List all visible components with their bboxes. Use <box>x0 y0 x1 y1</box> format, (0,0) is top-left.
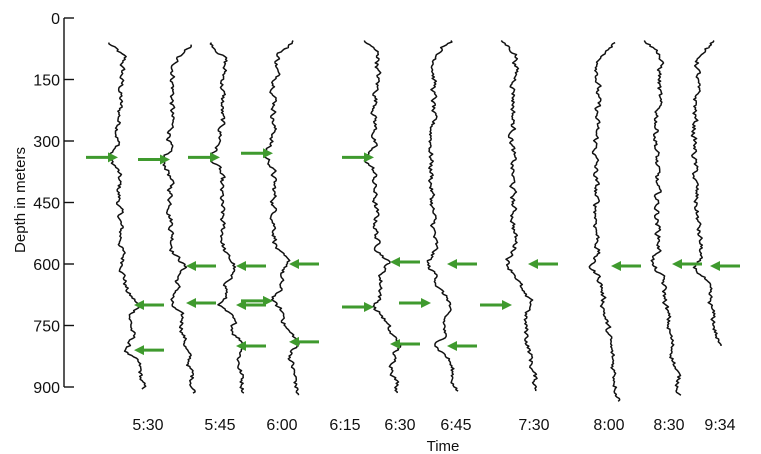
time-tick-label: 6:15 <box>329 417 360 434</box>
marker-arrow <box>447 341 477 351</box>
marker-arrow <box>86 152 118 163</box>
profile-traces <box>107 40 722 402</box>
marker-arrow <box>186 261 216 272</box>
profile-trace-600 <box>209 42 246 394</box>
time-tick-label: 6:45 <box>440 417 471 434</box>
time-tick-label: 6:00 <box>266 417 297 434</box>
y-tick-label: 300 <box>33 134 60 151</box>
marker-arrow <box>342 302 374 313</box>
marker-arrow <box>241 295 273 306</box>
marker-arrow <box>710 261 740 272</box>
profile-trace-830 <box>643 40 682 396</box>
y-tick-label: 150 <box>33 73 60 90</box>
marker-arrow <box>134 300 164 310</box>
marker-arrow <box>342 152 374 163</box>
marker-arrow <box>399 297 431 308</box>
y-axis: 0 150 300 450 600 750 900 <box>33 11 74 397</box>
time-tick-label: 8:00 <box>593 417 624 434</box>
time-tick-label: 9:34 <box>704 417 735 434</box>
time-tick-label: 5:30 <box>132 417 163 434</box>
time-tick-labels: 5:30 5:45 6:00 6:15 6:30 6:45 7:30 8:00 8:30 9:34 <box>132 417 735 434</box>
marker-arrow <box>672 259 702 269</box>
profile-trace-530 <box>107 42 147 390</box>
y-tick-label: 450 <box>33 196 60 213</box>
profile-trace-730 <box>500 40 538 392</box>
marker-arrow <box>236 261 266 272</box>
marker-arrows <box>86 148 740 356</box>
marker-arrow <box>528 259 558 269</box>
marker-arrow <box>447 259 477 269</box>
marker-arrow <box>289 336 319 347</box>
y-axis-title: Depth in meters <box>12 147 29 253</box>
marker-arrow <box>480 300 512 310</box>
profile-trace-645 <box>426 40 459 392</box>
y-tick-label: 900 <box>33 380 60 397</box>
marker-arrow <box>188 152 220 163</box>
marker-arrow <box>236 300 266 310</box>
profile-trace-630 <box>363 40 402 394</box>
marker-arrow <box>138 154 170 165</box>
time-tick-label: 5:45 <box>204 417 235 434</box>
time-tick-label: 7:30 <box>518 417 549 434</box>
marker-arrow <box>241 148 273 159</box>
profile-trace-615 <box>263 40 300 396</box>
marker-arrow <box>134 345 164 356</box>
profile-trace-545 <box>161 44 196 394</box>
y-tick-label: 750 <box>33 319 60 336</box>
marker-arrow <box>390 338 420 349</box>
x-axis-title: Time <box>427 438 460 454</box>
profile-trace-800 <box>588 41 621 402</box>
time-tick-label: 8:30 <box>653 417 684 434</box>
marker-arrow <box>611 261 641 272</box>
marker-arrow <box>236 341 266 351</box>
marker-arrow <box>289 259 319 269</box>
y-tick-label: 600 <box>33 257 60 274</box>
profile-trace-934 <box>690 40 722 346</box>
marker-arrow <box>186 297 216 308</box>
time-tick-label: 6:30 <box>384 417 415 434</box>
y-tick-label: 0 <box>51 11 60 28</box>
marker-arrow <box>390 256 420 267</box>
